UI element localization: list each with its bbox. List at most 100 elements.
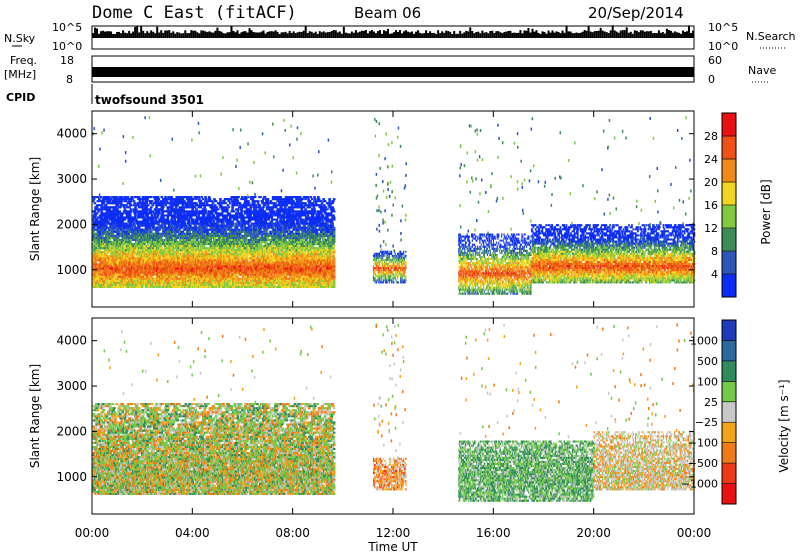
nsky-bar bbox=[369, 31, 371, 38]
nsky-bar bbox=[692, 31, 694, 38]
echo-cell bbox=[108, 196, 111, 198]
nsky-panel: N.Sky 10^5 10^0 10^5 10^0 N.Search bbox=[4, 21, 796, 53]
echo-cell bbox=[116, 208, 119, 210]
echo-cell bbox=[157, 200, 160, 202]
nsky-bar bbox=[642, 30, 644, 38]
echo-cell bbox=[191, 204, 194, 206]
nsky-bar bbox=[602, 31, 604, 38]
nsky-bar bbox=[295, 33, 297, 38]
nsky-bar bbox=[429, 31, 431, 38]
echo-cell bbox=[212, 202, 215, 204]
nsky-bar bbox=[152, 32, 154, 38]
nsky-bar bbox=[590, 32, 592, 38]
nsky-bar bbox=[475, 32, 477, 38]
echo-cell bbox=[211, 212, 214, 214]
nsky-bar bbox=[224, 34, 226, 38]
echo-cell bbox=[181, 251, 184, 253]
echo-cell bbox=[195, 208, 198, 210]
nsky-bar bbox=[212, 33, 214, 38]
nsky-bar bbox=[170, 33, 172, 38]
echo-cell bbox=[209, 239, 212, 241]
nsky-bar bbox=[371, 30, 373, 38]
nsky-bar bbox=[110, 31, 112, 38]
echo-cell bbox=[123, 229, 126, 231]
echo-cell bbox=[192, 198, 195, 200]
echo-cell bbox=[212, 214, 215, 216]
nsky-bar bbox=[638, 32, 640, 38]
echo-cell bbox=[209, 221, 212, 223]
echo-cell bbox=[203, 214, 206, 216]
echo-cell bbox=[198, 198, 201, 200]
echo-cell bbox=[129, 214, 132, 216]
echo-cell bbox=[150, 231, 153, 233]
echo-cell bbox=[176, 231, 179, 233]
echo-cell bbox=[157, 214, 160, 216]
nsky-bar bbox=[560, 33, 562, 38]
echo-cell bbox=[147, 204, 150, 206]
nsky-bar bbox=[690, 33, 692, 38]
nsky-bar bbox=[345, 33, 347, 38]
nsky-bar bbox=[505, 32, 507, 38]
nsky-bar bbox=[158, 33, 160, 38]
nsky-bar bbox=[427, 33, 429, 38]
echo-cell bbox=[145, 202, 148, 204]
echo-cell bbox=[164, 196, 167, 198]
echo-cell bbox=[214, 204, 217, 206]
cpid-value: twofsound 3501 bbox=[95, 93, 204, 107]
nsky-bar bbox=[387, 29, 389, 38]
nsky-bar bbox=[104, 32, 106, 38]
nsky-bar bbox=[461, 34, 463, 38]
nsky-bar bbox=[423, 33, 425, 38]
nsky-bar bbox=[582, 32, 584, 38]
nsky-bar bbox=[539, 34, 541, 38]
nsky-bar bbox=[397, 32, 399, 38]
echo-cell bbox=[208, 196, 211, 198]
nsky-bar bbox=[265, 34, 267, 38]
nsky-bar bbox=[688, 25, 690, 38]
nsky-bar bbox=[523, 30, 525, 38]
nsky-bar bbox=[303, 31, 305, 38]
nsky-bar bbox=[433, 33, 435, 38]
echo-cell bbox=[155, 206, 158, 208]
nsky-bar bbox=[136, 26, 138, 38]
nsky-bar bbox=[622, 30, 624, 38]
nave-label: Nave bbox=[748, 64, 776, 77]
nsky-bar bbox=[471, 31, 473, 38]
echo-cell bbox=[204, 208, 207, 210]
echo-cell bbox=[204, 241, 207, 243]
nsky-bar bbox=[630, 32, 632, 38]
echo-cell bbox=[160, 284, 163, 286]
echo-cell bbox=[197, 196, 200, 198]
nsky-bar bbox=[672, 33, 674, 38]
nsky-bar bbox=[240, 32, 242, 38]
nsky-bar bbox=[658, 30, 660, 38]
nsky-bar bbox=[670, 31, 672, 38]
echo-cell bbox=[112, 233, 115, 235]
nsky-bar bbox=[363, 31, 365, 38]
nsky-bar bbox=[556, 31, 558, 38]
echo-cell bbox=[179, 229, 182, 231]
nsky-tick-top: 10^5 bbox=[52, 21, 82, 34]
nsky-bar bbox=[393, 32, 395, 38]
nsky-bar bbox=[202, 31, 204, 38]
nsky-bar bbox=[618, 33, 620, 38]
echo-cell bbox=[200, 200, 203, 202]
echo-cell bbox=[130, 200, 133, 202]
nsky-bar bbox=[297, 32, 299, 38]
echo-cell bbox=[194, 251, 197, 253]
echo-cell bbox=[160, 247, 163, 249]
echo-cell bbox=[172, 249, 175, 251]
nsky-bar bbox=[178, 33, 180, 38]
nsky-bar bbox=[403, 31, 405, 38]
echo-cell bbox=[105, 204, 108, 206]
echo-cell bbox=[185, 216, 188, 218]
echo-cell bbox=[191, 208, 194, 210]
echo-cell bbox=[163, 225, 166, 227]
nsky-bar bbox=[277, 32, 279, 38]
echo-cell bbox=[166, 219, 169, 221]
echo-cell bbox=[154, 219, 157, 221]
echo-cell bbox=[150, 206, 153, 208]
nsky-bar bbox=[586, 31, 588, 38]
echo-cell bbox=[131, 198, 134, 200]
echo-cell bbox=[123, 206, 126, 208]
